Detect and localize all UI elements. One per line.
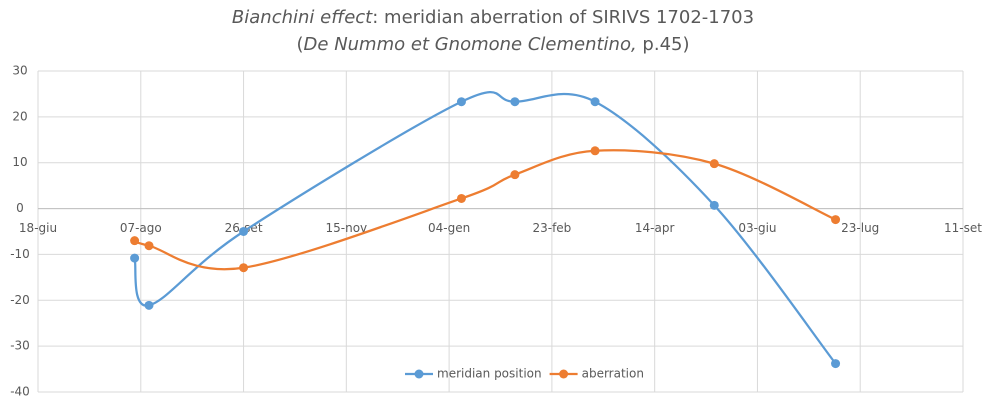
data-point [510,170,520,180]
data-point [456,97,466,107]
title-part: : meridian aberration of SIRIVS 1702-170… [372,7,754,28]
data-point [239,263,249,273]
y-tick-label: -20 [10,293,30,307]
data-point [144,300,154,310]
data-point [130,253,140,263]
data-point [144,241,154,251]
legend-label: meridian position [437,367,542,381]
legend-marker [559,369,569,379]
data-point [590,97,600,107]
data-point [456,193,466,203]
x-tick-label: 07-ago [120,221,162,235]
data-point [510,97,520,107]
x-tick-label: 15-nov [326,221,368,235]
chart-title: Bianchini effect: meridian aberration of… [232,7,754,28]
title-part: p.45) [637,34,690,55]
y-tick-label: -30 [10,339,30,353]
series-line [134,149,837,271]
data-point [709,200,719,210]
x-tick-label: 11-set [944,221,982,235]
data-point [831,215,841,225]
y-tick-label: 0 [16,201,24,215]
x-tick-label: 04-gen [428,221,470,235]
data-point [709,159,719,169]
data-point [590,146,600,156]
x-tick-label: 14-apr [635,221,675,235]
data-point [239,227,249,236]
title-part: Bianchini effect [232,7,373,28]
x-tick-label: 18-giu [19,221,57,235]
y-tick-label: -10 [10,247,30,261]
chart-title: (De Nummo et Gnomone Clementino, p.45) [297,34,690,55]
legend-label: aberration [582,367,644,381]
title-part: De Nummo et Gnomone Clementino, [304,34,637,55]
legend-marker [414,369,424,379]
data-point [831,359,841,369]
x-tick-label: 23-feb [532,221,571,235]
y-tick-label: 10 [12,155,27,169]
y-tick-label: 20 [12,109,27,123]
x-tick-label: 23-lug [841,221,879,235]
x-tick-label: 03-giu [738,221,776,235]
title-part: ( [297,34,304,55]
y-tick-label: 30 [12,64,27,78]
data-point [130,236,140,246]
y-tick-label: -40 [10,385,30,399]
